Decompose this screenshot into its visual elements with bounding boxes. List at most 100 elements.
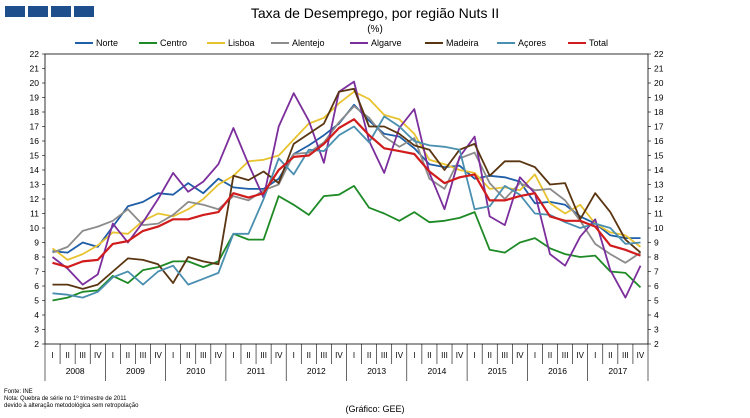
y-tick-label-left: 16 [30, 136, 40, 146]
legend-label-alentejo: Alentejo [292, 38, 325, 48]
quarter-label: IV [637, 351, 645, 360]
quarter-label: III [501, 351, 508, 360]
quarter-label: I [594, 351, 596, 360]
y-tick-label-right: 12 [654, 194, 664, 204]
year-label: 2009 [126, 366, 145, 376]
y-tick-label-left: 14 [30, 165, 40, 175]
y-tick-label-left: 20 [30, 78, 40, 88]
quarter-label: I [534, 351, 536, 360]
series-line-centro [52, 184, 642, 302]
y-tick-label-left: 19 [30, 93, 40, 103]
legend-label-madeira: Madeira [446, 38, 479, 48]
quarter-label: I [474, 351, 476, 360]
quarter-label: II [307, 351, 311, 360]
y-tick-label-left: 22 [30, 49, 40, 59]
quarter-label: IV [516, 351, 524, 360]
year-label: 2015 [488, 366, 507, 376]
y-tick-label-right: 11 [654, 209, 663, 219]
quarter-label: IV [215, 351, 223, 360]
y-tick-label-right: 17 [654, 122, 664, 132]
series-line-madeira [52, 87, 642, 290]
quarter-label: II [427, 351, 431, 360]
quarter-label: I [293, 351, 295, 360]
year-label: 2012 [307, 366, 326, 376]
y-tick-label-left: 8 [34, 252, 39, 262]
quarter-label: IV [275, 351, 283, 360]
y-tick-label-right: 7 [654, 267, 659, 277]
quarter-label: I [413, 351, 415, 360]
year-label: 2014 [427, 366, 446, 376]
y-tick-label-left: 13 [30, 180, 40, 190]
y-tick-label-left: 9 [34, 238, 39, 248]
y-tick-label-left: 6 [34, 281, 39, 291]
y-tick-label-right: 16 [654, 136, 664, 146]
y-tick-label-right: 8 [654, 252, 659, 262]
quarter-label: III [140, 351, 147, 360]
y-tick-label-right: 10 [654, 223, 664, 233]
y-tick-label-right: 22 [654, 49, 664, 59]
y-tick-label-right: 9 [654, 238, 659, 248]
quarter-label: II [65, 351, 69, 360]
year-label: 2010 [186, 366, 205, 376]
quarter-label: III [381, 351, 388, 360]
quarter-label: III [200, 351, 207, 360]
series-line-lisboa [51, 90, 642, 261]
year-label: 2017 [608, 366, 627, 376]
quarter-label: II [246, 351, 250, 360]
footnote-note-cont: devido à alteração metodológica sem retr… [4, 403, 139, 409]
y-tick-label-right: 20 [654, 78, 664, 88]
quarter-label: II [186, 351, 190, 360]
y-tick-label-left: 5 [34, 296, 39, 306]
quarter-label: III [260, 351, 267, 360]
quarter-label: II [608, 351, 612, 360]
year-label: 2016 [548, 366, 567, 376]
footnote-source: Fonte: INE [4, 389, 33, 395]
y-tick-label-left: 10 [30, 223, 40, 233]
quarter-label: III [622, 351, 629, 360]
y-tick-label-left: 11 [30, 209, 39, 219]
quarter-label: I [112, 351, 114, 360]
y-tick-label-right: 18 [654, 107, 664, 117]
y-tick-label-right: 5 [654, 296, 659, 306]
quarter-label: IV [456, 351, 464, 360]
quarter-label: I [232, 351, 234, 360]
y-tick-label-right: 15 [654, 151, 664, 161]
year-label: 2013 [367, 366, 386, 376]
quarter-label: II [487, 351, 491, 360]
quarter-label: IV [335, 351, 343, 360]
quarter-label: I [353, 351, 355, 360]
y-tick-label-left: 21 [30, 64, 40, 74]
y-tick-label-right: 21 [654, 64, 664, 74]
footnote-note: Nota: Quebra de série no 1º trimestre de… [4, 396, 127, 402]
quarter-label: III [321, 351, 328, 360]
series-line-norte [52, 103, 641, 254]
legend-label-acores: Açores [518, 38, 547, 48]
y-tick-label-right: 4 [654, 310, 659, 320]
quarter-label: IV [576, 351, 584, 360]
chart-unit: (%) [367, 24, 383, 35]
y-tick-label-left: 2 [34, 339, 39, 349]
year-label: 2008 [66, 366, 85, 376]
series-line-algarve [51, 80, 642, 299]
logo-blocks [5, 6, 94, 17]
y-tick-label-left: 4 [34, 310, 39, 320]
y-tick-label-left: 18 [30, 107, 40, 117]
quarter-label: II [548, 351, 552, 360]
quarter-label: II [367, 351, 371, 360]
y-tick-label-left: 17 [30, 122, 40, 132]
y-tick-label-right: 2 [654, 339, 659, 349]
legend-label-algarve: Algarve [371, 38, 402, 48]
year-label: 2011 [247, 366, 266, 376]
y-tick-label-right: 6 [654, 281, 659, 291]
y-tick-label-right: 19 [654, 93, 664, 103]
quarter-label: IV [395, 351, 403, 360]
quarter-label: IV [154, 351, 162, 360]
quarter-label: I [172, 351, 174, 360]
series-line-alentejo [52, 105, 642, 264]
legend-label-total: Total [589, 38, 608, 48]
quarter-label: II [126, 351, 130, 360]
y-tick-label-left: 7 [34, 267, 39, 277]
legend-label-norte: Norte [96, 38, 118, 48]
legend-label-lisboa: Lisboa [228, 38, 255, 48]
quarter-label: III [441, 351, 448, 360]
